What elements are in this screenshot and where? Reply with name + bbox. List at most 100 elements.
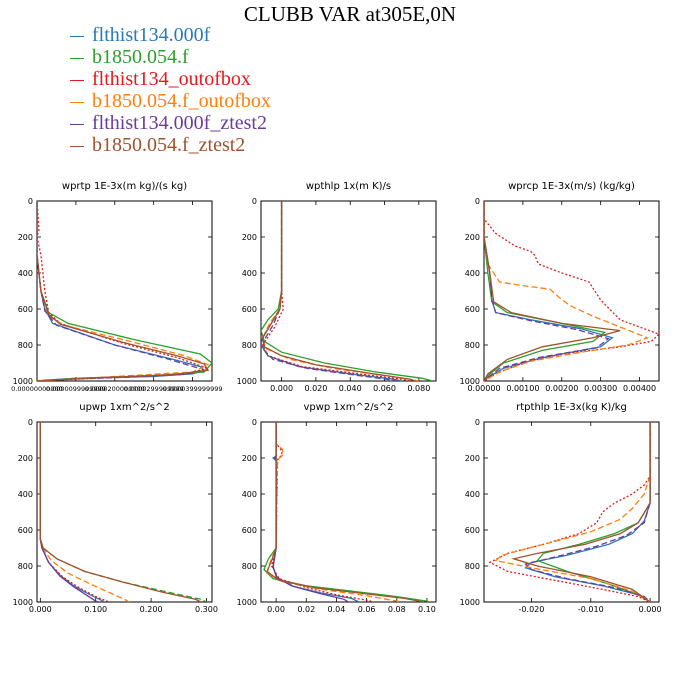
y-tick-label: 1000 — [13, 598, 33, 607]
legend-item: b1850.054.f — [70, 46, 271, 68]
legend-item: b1850.054.f_ztest2 — [70, 134, 271, 156]
x-tick-label: 0.00100 — [506, 384, 539, 393]
series-line — [488, 422, 651, 602]
series-line — [484, 201, 621, 381]
panel-title: rtpthlp 1E-3x(kg K)/kg — [516, 402, 627, 413]
y-tick-label: 0 — [28, 418, 33, 427]
series-line — [524, 422, 651, 602]
panel-3: wprcp 1E-3x(m/s) (kg/kg) 0 200 400 600 800 100… — [460, 181, 660, 393]
y-tick-label: 1000 — [237, 377, 257, 386]
panel-title: wpthlp 1x(m K)/s — [306, 181, 391, 192]
series-line — [536, 422, 651, 602]
x-tick-label: 0.10 — [418, 605, 436, 614]
y-tick-label: 600 — [18, 526, 33, 535]
y-tick-label: 400 — [465, 269, 480, 278]
plot-frame — [36, 200, 213, 382]
y-tick-label: 0 — [252, 197, 257, 206]
y-tick-label: 0 — [252, 418, 257, 427]
x-tick-label: 0.00200 — [545, 384, 578, 393]
series-line — [484, 201, 614, 381]
x-tick-label: 0.00000 — [467, 384, 500, 393]
x-tick-label: -0.020 — [519, 605, 545, 614]
x-tick-label: 0.060 — [373, 384, 396, 393]
panel-5: vpwp 1xm^2/s^2 0 200 400 600 800 1000 0.00 0.02 0… — [237, 402, 437, 614]
y-tick-label: 800 — [465, 562, 480, 571]
y-tick-label: 400 — [18, 490, 33, 499]
y-tick-label: 400 — [465, 490, 480, 499]
chart-main-title: CLUBB VAR at305E,0N — [243, 2, 457, 26]
x-tick-label: 0.100 — [84, 605, 107, 614]
y-tick-label: 800 — [242, 562, 257, 571]
legend-swatch — [70, 57, 84, 59]
legend-swatch — [70, 35, 84, 37]
series-line — [37, 201, 212, 381]
series-line — [272, 422, 360, 602]
x-tick-label: 0.0000099999999 — [46, 385, 106, 393]
y-tick-label: 1000 — [13, 377, 33, 386]
series-line — [484, 201, 607, 381]
y-tick-label: 200 — [18, 233, 33, 242]
legend-label: b1850.054.f — [92, 46, 189, 68]
panel-2: wpthlp 1x(m K)/s 0 200 400 600 800 1000 0.000 0.… — [237, 181, 437, 393]
legend-swatch — [70, 79, 84, 81]
panel-title: upwp 1xm^2/s^2 — [79, 402, 169, 413]
series-line — [261, 201, 433, 381]
x-tick-label: 0.300 — [195, 605, 218, 614]
legend-swatch — [70, 101, 84, 103]
series-line — [272, 422, 349, 602]
series-group — [263, 422, 431, 602]
series-line — [270, 422, 375, 602]
x-tick-label: 0.020 — [304, 384, 327, 393]
y-tick-label: 800 — [18, 562, 33, 571]
x-tick-label: 0.00400 — [623, 384, 656, 393]
legend: flthist134.000f b1850.054.f flthist134_o… — [70, 24, 271, 156]
panel-6: rtpthlp 1E-3x(kg K)/kg 0 200 400 600 800 1000 -… — [460, 402, 662, 614]
y-tick-label: 400 — [242, 490, 257, 499]
legend-label: flthist134_outofbox — [92, 68, 251, 90]
series-line — [266, 422, 400, 602]
series-line — [39, 422, 130, 602]
y-tick-label: 600 — [465, 305, 480, 314]
x-tick-label: 0.02 — [297, 605, 315, 614]
series-group — [488, 422, 651, 602]
y-tick-label: 800 — [465, 341, 480, 350]
series-group — [37, 201, 212, 381]
series-line — [261, 201, 399, 381]
panel-title: wprtp 1E-3x(m kg)/(s kg) — [62, 181, 187, 192]
legend-item: flthist134_outofbox — [70, 68, 271, 90]
legend-swatch — [70, 123, 84, 125]
series-line — [484, 201, 610, 381]
y-tick-label: 1000 — [237, 598, 257, 607]
legend-label: flthist134.000f — [92, 24, 211, 46]
x-tick-label: 0.08 — [388, 605, 406, 614]
series-line — [484, 201, 650, 381]
plot-frame — [483, 421, 660, 603]
plot-frame — [260, 200, 437, 382]
legend-label: b1850.054.f_outofbox — [92, 90, 271, 112]
legend-swatch — [70, 145, 84, 147]
y-tick-label: 600 — [465, 526, 480, 535]
y-tick-label: 600 — [242, 526, 257, 535]
x-tick-label: 0.040 — [339, 384, 362, 393]
plot-frame — [483, 200, 660, 382]
y-tick-label: 400 — [242, 269, 257, 278]
x-tick-label: 0.0000299999999 — [124, 385, 184, 393]
x-tick-label: 0.200 — [140, 605, 163, 614]
x-tick-label: 0.000 — [270, 384, 293, 393]
y-tick-label: 200 — [465, 454, 480, 463]
series-line — [39, 422, 99, 602]
y-tick-label: 1000 — [460, 598, 480, 607]
series-group — [39, 422, 207, 602]
y-tick-label: 400 — [18, 269, 33, 278]
y-tick-label: 0 — [475, 418, 480, 427]
series-line — [484, 201, 659, 381]
x-tick-label: 0.06 — [358, 605, 376, 614]
legend-item: flthist134.000f — [70, 24, 271, 46]
series-line — [494, 422, 651, 602]
y-tick-label: 200 — [465, 233, 480, 242]
legend-label: b1850.054.f_ztest2 — [92, 134, 246, 156]
x-tick-label: 0.00000000000 — [11, 385, 63, 393]
series-line — [262, 201, 416, 381]
